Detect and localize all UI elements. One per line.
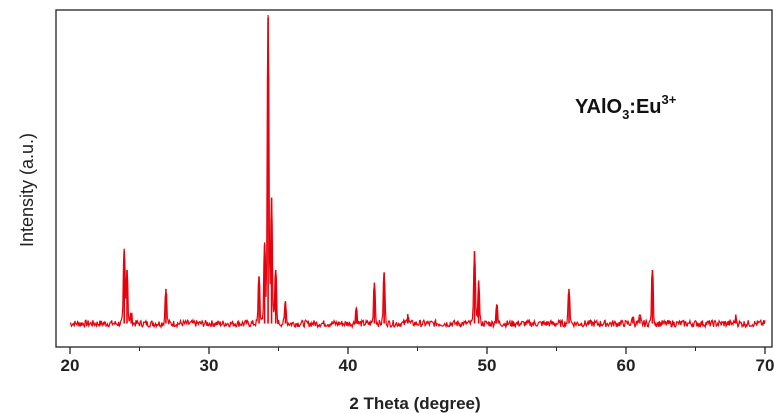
- x-tick-label: 40: [339, 356, 358, 375]
- plot-border: [55, 9, 773, 348]
- x-tick-label: 30: [200, 356, 219, 375]
- x-tick-label: 20: [61, 356, 80, 375]
- sample-annotation: YAlO3:Eu3+: [575, 92, 677, 122]
- annotation-mid: :Eu: [629, 96, 661, 118]
- series-line: [69, 14, 766, 330]
- annotation-base: YAlO: [575, 96, 622, 118]
- x-tick-label: 50: [478, 356, 497, 375]
- x-axis-ticks: 20 30 40 50 60 70: [61, 347, 774, 375]
- plot-frame: [55, 9, 773, 348]
- y-axis-label: Intensity (a.u.): [17, 133, 37, 247]
- x-tick-label: 70: [756, 356, 774, 375]
- annotation-sup: 3+: [662, 92, 677, 107]
- peaks-layer: [123, 18, 737, 324]
- x-axis-label: 2 Theta (degree): [349, 394, 480, 413]
- annotation-sub: 3: [622, 107, 629, 122]
- spectrum-layer: [69, 14, 766, 330]
- x-tick-label: 60: [617, 356, 636, 375]
